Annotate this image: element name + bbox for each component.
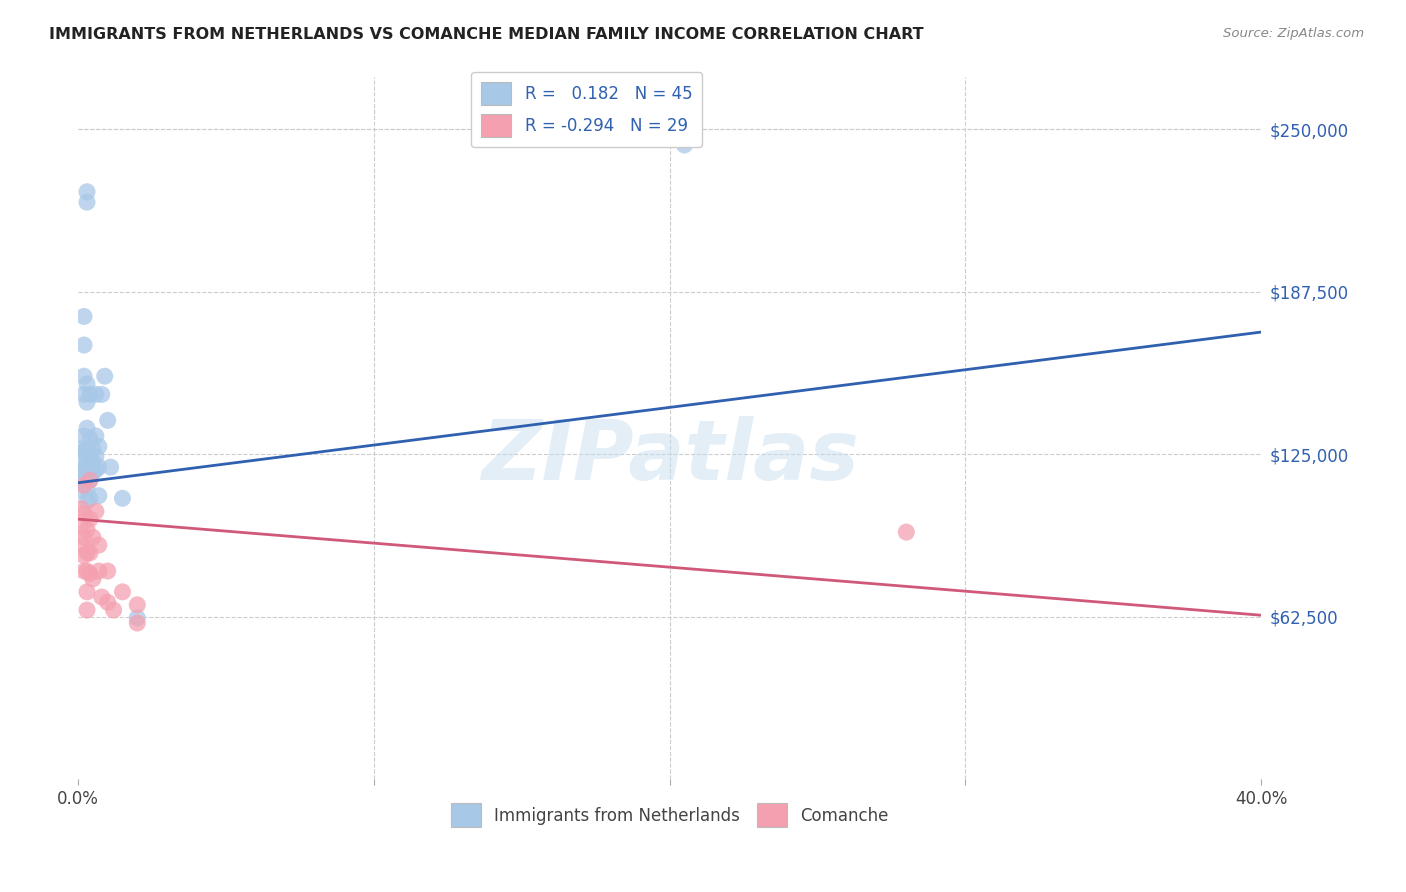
Point: [79, 546, 101, 560]
Point: [84, 463, 107, 477]
Point: [73, 444, 96, 458]
Point: [127, 615, 149, 630]
Point: [84, 450, 107, 464]
Point: [84, 387, 107, 401]
Point: [87, 439, 110, 453]
Legend: Immigrants from Netherlands, Comanche: Immigrants from Netherlands, Comanche: [444, 797, 896, 834]
Point: [82, 572, 104, 586]
Point: [70, 466, 93, 480]
Point: [76, 603, 98, 617]
Point: [79, 447, 101, 461]
Point: [97, 413, 120, 427]
Point: [79, 460, 101, 475]
Text: Source: ZipAtlas.com: Source: ZipAtlas.com: [1223, 27, 1364, 40]
Point: [79, 566, 101, 581]
Point: [70, 483, 93, 498]
Point: [103, 603, 125, 617]
Point: [84, 504, 107, 518]
Point: [79, 512, 101, 526]
Point: [79, 473, 101, 487]
Point: [73, 549, 96, 563]
Point: [87, 564, 110, 578]
Point: [76, 455, 98, 469]
Point: [76, 546, 98, 560]
Point: [896, 525, 918, 540]
Point: [73, 478, 96, 492]
Point: [127, 611, 149, 625]
Point: [73, 310, 96, 324]
Point: [73, 429, 96, 443]
Point: [70, 520, 93, 534]
Point: [76, 564, 98, 578]
Point: [93, 369, 115, 384]
Point: [70, 538, 93, 552]
Point: [97, 595, 120, 609]
Point: [73, 507, 96, 521]
Point: [100, 460, 122, 475]
Point: [82, 455, 104, 469]
Point: [127, 598, 149, 612]
Point: [76, 442, 98, 456]
Point: [76, 481, 98, 495]
Point: [87, 538, 110, 552]
Point: [70, 501, 93, 516]
Point: [73, 387, 96, 401]
Point: [73, 564, 96, 578]
Point: [79, 491, 101, 506]
Point: [73, 338, 96, 352]
Point: [87, 489, 110, 503]
Point: [76, 585, 98, 599]
Point: [70, 455, 93, 469]
Point: [76, 421, 98, 435]
Text: ZIPatlas: ZIPatlas: [481, 416, 859, 497]
Point: [70, 475, 93, 490]
Point: [111, 491, 134, 506]
Point: [76, 185, 98, 199]
Point: [76, 466, 98, 480]
Point: [73, 530, 96, 544]
Point: [87, 460, 110, 475]
Point: [673, 138, 696, 153]
Point: [76, 494, 98, 508]
Point: [82, 466, 104, 480]
Point: [90, 590, 112, 604]
Point: [97, 564, 120, 578]
Point: [90, 387, 112, 401]
Point: [76, 523, 98, 537]
Point: [79, 432, 101, 446]
Point: [76, 377, 98, 392]
Point: [79, 473, 101, 487]
Point: [70, 442, 93, 456]
Text: IMMIGRANTS FROM NETHERLANDS VS COMANCHE MEDIAN FAMILY INCOME CORRELATION CHART: IMMIGRANTS FROM NETHERLANDS VS COMANCHE …: [49, 27, 924, 42]
Point: [76, 195, 98, 210]
Point: [111, 585, 134, 599]
Point: [79, 387, 101, 401]
Point: [82, 530, 104, 544]
Point: [84, 429, 107, 443]
Point: [73, 369, 96, 384]
Point: [82, 442, 104, 456]
Point: [76, 395, 98, 409]
Point: [73, 463, 96, 477]
